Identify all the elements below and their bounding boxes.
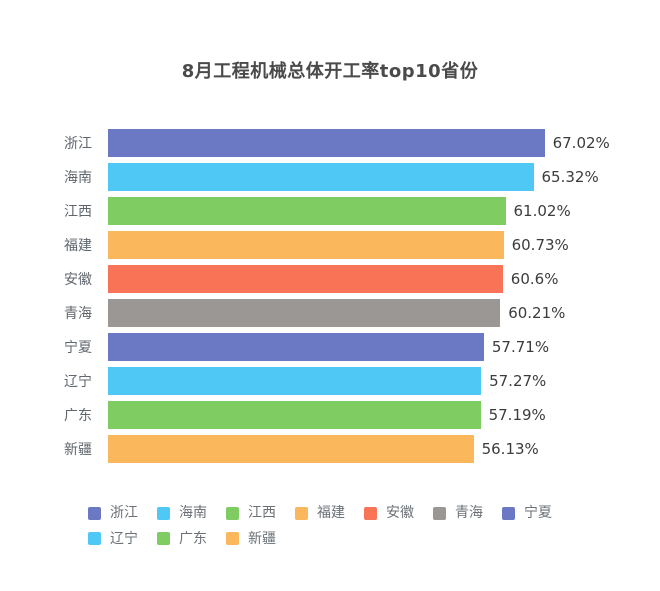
- legend-label: 宁夏: [524, 505, 552, 521]
- legend-label: 安徽: [386, 505, 414, 521]
- value-label: 60.21%: [508, 304, 566, 322]
- bar[interactable]: [108, 401, 481, 429]
- bar-row: 安徽 60.6%: [0, 265, 660, 293]
- legend-swatch-icon: [502, 506, 515, 520]
- bar-track: 67.02%: [92, 129, 660, 157]
- value-label: 60.6%: [510, 270, 559, 288]
- legend-swatch-icon: [295, 506, 308, 520]
- legend: 浙江 海南 江西 福建 安徽 青海 宁夏辽宁 广东 新疆: [88, 501, 620, 552]
- bar-row: 广东 57.19%: [0, 401, 660, 429]
- legend-item[interactable]: 宁夏: [502, 501, 552, 525]
- legend-item[interactable]: 福建: [295, 501, 345, 525]
- bar-track: 60.6%: [92, 265, 660, 293]
- category-label: 福建: [64, 238, 92, 254]
- bar-row: 浙江 67.02%: [0, 129, 660, 157]
- legend-swatch-icon: [157, 506, 170, 520]
- bar-track: 60.21%: [92, 299, 660, 327]
- chart-title: 8月工程机械总体开工率top10省份: [181, 61, 479, 82]
- category-label: 江西: [64, 204, 92, 220]
- bar-plot-area: 浙江 67.02% 海南 65.32% 江西 61.02% 福建 60.73% 安徽 60.6% 青…: [0, 129, 660, 463]
- bar[interactable]: [108, 265, 503, 293]
- legend-label: 青海: [455, 505, 483, 521]
- bar[interactable]: [108, 231, 504, 259]
- bar-track: 65.32%: [92, 163, 660, 191]
- bar-row: 青海 60.21%: [0, 299, 660, 327]
- legend-item[interactable]: 新疆: [226, 527, 276, 551]
- legend-label: 福建: [317, 505, 345, 521]
- legend-label: 新疆: [248, 530, 276, 547]
- legend-item[interactable]: 浙江: [88, 501, 138, 525]
- value-label: 57.27%: [489, 372, 547, 390]
- legend-swatch-icon: [226, 532, 239, 545]
- category-label: 新疆: [64, 442, 92, 458]
- category-label: 辽宁: [64, 374, 92, 390]
- legend-swatch-icon: [433, 506, 446, 520]
- legend-swatch-icon: [226, 506, 239, 520]
- category-label: 海南: [64, 170, 92, 186]
- legend-swatch-icon: [88, 532, 101, 545]
- legend-item[interactable]: 辽宁: [88, 527, 138, 551]
- bar-track: 61.02%: [92, 197, 660, 225]
- bar-row: 福建 60.73%: [0, 231, 660, 259]
- category-label: 宁夏: [64, 340, 92, 356]
- legend-swatch-icon: [364, 506, 377, 520]
- bar-row: 宁夏 57.71%: [0, 333, 660, 361]
- legend-item[interactable]: 海南: [157, 501, 207, 525]
- category-label: 浙江: [64, 136, 92, 152]
- legend-label: 浙江: [110, 505, 138, 521]
- bar-row: 海南 65.32%: [0, 163, 660, 191]
- bar[interactable]: [108, 333, 484, 361]
- bar-row: 辽宁 57.27%: [0, 367, 660, 395]
- legend-item[interactable]: 安徽: [364, 501, 414, 525]
- bar-track: 56.13%: [92, 435, 660, 463]
- bar-track: 60.73%: [92, 231, 660, 259]
- legend-swatch-icon: [88, 506, 101, 520]
- legend-swatch-icon: [157, 532, 170, 545]
- legend-item[interactable]: 江西: [226, 501, 276, 525]
- legend-label: 江西: [248, 505, 276, 521]
- bar-row: 新疆 56.13%: [0, 435, 660, 463]
- value-label: 60.73%: [511, 236, 569, 254]
- category-label: 青海: [64, 306, 92, 322]
- category-label: 广东: [64, 408, 92, 424]
- bar[interactable]: [108, 299, 501, 327]
- legend-item[interactable]: 青海: [433, 501, 483, 525]
- legend-label: 广东: [179, 530, 207, 547]
- legend-label: 海南: [179, 505, 207, 521]
- value-label: 67.02%: [552, 134, 610, 152]
- bar-row: 江西 61.02%: [0, 197, 660, 225]
- bar[interactable]: [108, 367, 482, 395]
- bar-track: 57.71%: [92, 333, 660, 361]
- bar[interactable]: [108, 163, 534, 191]
- legend-item[interactable]: 广东: [157, 527, 207, 551]
- bar[interactable]: [108, 435, 474, 463]
- value-label: 57.71%: [491, 338, 550, 356]
- bar[interactable]: [108, 129, 545, 157]
- category-label: 安徽: [64, 272, 92, 288]
- bar-track: 57.19%: [92, 401, 660, 429]
- bar[interactable]: [108, 197, 506, 225]
- value-label: 65.32%: [541, 168, 599, 186]
- legend-label: 辽宁: [110, 530, 138, 547]
- value-label: 61.02%: [513, 202, 571, 220]
- value-label: 57.19%: [488, 406, 546, 424]
- bar-track: 57.27%: [92, 367, 660, 395]
- value-label: 56.13%: [481, 440, 539, 458]
